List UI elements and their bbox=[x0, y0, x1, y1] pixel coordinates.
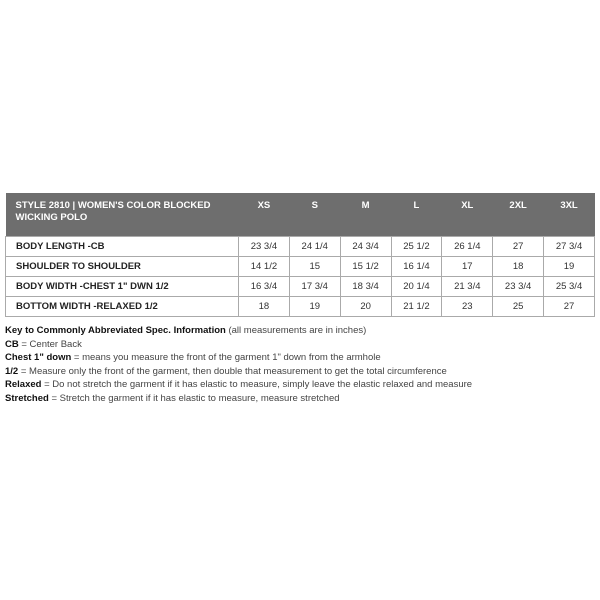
measurement-cell: 16 1/4 bbox=[390, 256, 443, 277]
key-definition: = Measure only the front of the garment,… bbox=[20, 365, 447, 377]
key-term: 1/2 bbox=[5, 365, 19, 377]
measurement-cell: 18 bbox=[492, 256, 545, 277]
measurement-cell: 15 1/2 bbox=[339, 256, 392, 277]
size-header: 2XL bbox=[492, 193, 544, 237]
table-row: BODY WIDTH -CHEST 1" DWN 1/2 16 3/4 17 3/4… bbox=[5, 276, 595, 297]
key-definition: = Do not stretch the garment if it has e… bbox=[44, 379, 473, 391]
measurement-cell: 25 bbox=[492, 296, 545, 317]
key-item: Chest 1" down = means you measure the fr… bbox=[5, 351, 472, 365]
row-label: BODY WIDTH -CHEST 1" DWN 1/2 bbox=[5, 276, 239, 297]
key-item: Relaxed = Do not stretch the garment if … bbox=[5, 378, 472, 392]
row-label: BOTTOM WIDTH -RELAXED 1/2 bbox=[5, 296, 239, 317]
key-definition: = Stretch the garment if it has elastic … bbox=[51, 392, 340, 404]
row-label: BODY LENGTH -CB bbox=[5, 236, 239, 257]
measurement-cell: 21 3/4 bbox=[441, 276, 494, 297]
key-item: Stretched = Stretch the garment if it ha… bbox=[5, 392, 472, 406]
measurement-cell: 20 bbox=[339, 296, 392, 317]
size-header: XS bbox=[238, 193, 290, 237]
size-header: XL bbox=[441, 193, 493, 237]
measurement-cell: 27 bbox=[492, 236, 545, 257]
key-title: Key to Commonly Abbreviated Spec. Inform… bbox=[5, 325, 226, 336]
measurement-cell: 19 bbox=[288, 296, 341, 317]
table-title: STYLE 2810 | WOMEN'S COLOR BLOCKED WICKI… bbox=[5, 193, 239, 237]
abbreviation-key: Key to Commonly Abbreviated Spec. Inform… bbox=[5, 324, 472, 406]
size-header: M bbox=[340, 193, 392, 237]
row-label: SHOULDER TO SHOULDER bbox=[5, 256, 239, 277]
key-definition: = means you measure the front of the gar… bbox=[73, 352, 381, 364]
measurement-cell: 27 bbox=[543, 296, 595, 317]
measurement-cell: 17 3/4 bbox=[288, 276, 341, 297]
measurement-cell: 20 1/4 bbox=[390, 276, 443, 297]
key-item: CB = Center Back bbox=[5, 338, 472, 352]
table-row: BODY LENGTH -CB 23 3/4 24 1/4 24 3/4 25 1/2 2… bbox=[5, 236, 595, 257]
size-header: S bbox=[289, 193, 341, 237]
measurement-cell: 14 1/2 bbox=[238, 256, 290, 277]
key-item: 1/2 = Measure only the front of the garm… bbox=[5, 365, 472, 379]
measurement-cell: 21 1/2 bbox=[390, 296, 443, 317]
measurement-cell: 24 3/4 bbox=[339, 236, 392, 257]
measurement-cell: 23 3/4 bbox=[238, 236, 290, 257]
key-term: Stretched bbox=[5, 392, 49, 404]
measurement-cell: 18 bbox=[238, 296, 290, 317]
measurement-cell: 16 3/4 bbox=[238, 276, 290, 297]
size-header: L bbox=[391, 193, 442, 237]
measurement-cell: 19 bbox=[543, 256, 595, 277]
key-term: Chest 1" down bbox=[5, 352, 72, 364]
key-title-line: Key to Commonly Abbreviated Spec. Inform… bbox=[5, 324, 472, 338]
size-header: 3XL bbox=[543, 193, 595, 237]
key-definition: = Center Back bbox=[21, 338, 82, 350]
measurement-cell: 25 1/2 bbox=[390, 236, 443, 257]
measurement-cell: 27 3/4 bbox=[543, 236, 595, 257]
measurement-cell: 25 3/4 bbox=[543, 276, 595, 297]
key-term: CB bbox=[5, 338, 19, 350]
key-term: Relaxed bbox=[5, 379, 42, 391]
header-row: STYLE 2810 | WOMEN'S COLOR BLOCKED WICKI… bbox=[5, 193, 595, 237]
measurement-cell: 17 bbox=[441, 256, 494, 277]
size-chart-table: STYLE 2810 | WOMEN'S COLOR BLOCKED WICKI… bbox=[5, 193, 595, 317]
measurement-cell: 26 1/4 bbox=[441, 236, 494, 257]
measurement-cell: 15 bbox=[288, 256, 341, 277]
measurement-cell: 18 3/4 bbox=[339, 276, 392, 297]
measurement-cell: 24 1/4 bbox=[288, 236, 341, 257]
table-row: SHOULDER TO SHOULDER 14 1/2 15 15 1/2 16 1/4… bbox=[5, 256, 595, 277]
key-note: (all measurements are in inches) bbox=[228, 325, 367, 336]
table-row: BOTTOM WIDTH -RELAXED 1/2 18 19 20 21 1/2 23 2… bbox=[5, 296, 595, 317]
measurement-cell: 23 3/4 bbox=[492, 276, 545, 297]
measurement-cell: 23 bbox=[441, 296, 494, 317]
